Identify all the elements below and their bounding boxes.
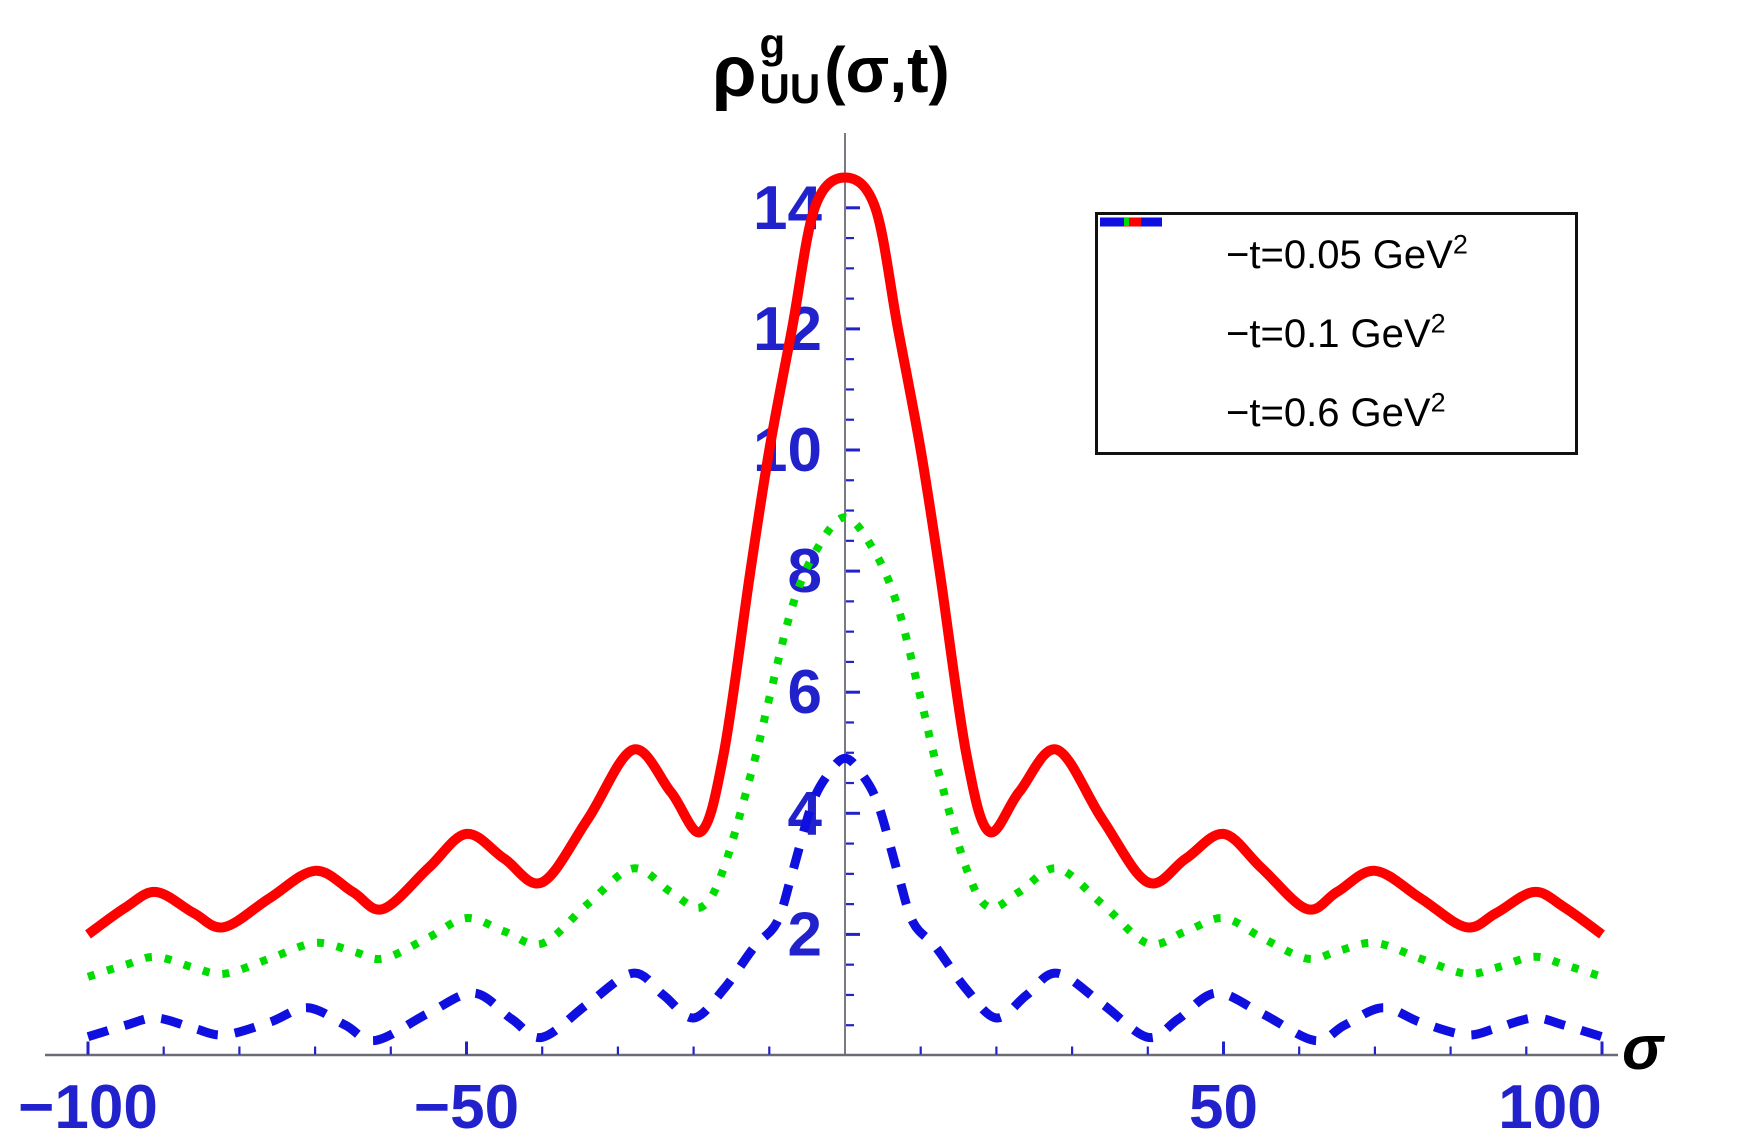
legend-item-label: −t=0.6 GeV2 bbox=[1226, 387, 1446, 435]
legend-item: −t=0.05 GeV2 bbox=[1098, 217, 1575, 277]
x-tick-label: −100 bbox=[18, 1073, 158, 1142]
legend-item: −t=0.1 GeV2 bbox=[1098, 218, 1575, 356]
title-arguments: (σ,t) bbox=[824, 34, 950, 106]
title-script-stack: g UU bbox=[759, 20, 821, 112]
legend: −t=0.05 GeV2 −t=0.1 GeV2 −t=0.6 GeV2 bbox=[1095, 212, 1578, 455]
title-subscript: UU bbox=[759, 64, 821, 112]
y-tick-label: 6 bbox=[788, 658, 822, 727]
series-curve-0 bbox=[85, 172, 1605, 939]
title-superscript: g bbox=[759, 20, 786, 67]
y-tick-label: 2 bbox=[788, 900, 822, 969]
x-axis-label: σ bbox=[1622, 1014, 1664, 1083]
x-tick-label: 50 bbox=[1189, 1073, 1258, 1142]
legend-item: −t=0.6 GeV2 bbox=[1098, 217, 1575, 435]
chart-title: ρ g UU (σ,t) bbox=[712, 18, 950, 111]
series-curve-1 bbox=[86, 513, 1604, 981]
x-tick-label: −50 bbox=[414, 1073, 519, 1142]
legend-item-label: −t=0.1 GeV2 bbox=[1226, 308, 1446, 356]
series-curve-2 bbox=[86, 753, 1604, 1046]
legend-item-label: −t=0.05 GeV2 bbox=[1226, 229, 1468, 277]
title-rho: ρ bbox=[712, 32, 757, 112]
legend-dashed-line-icon bbox=[1100, 217, 1162, 227]
x-tick-label: 100 bbox=[1498, 1073, 1601, 1142]
